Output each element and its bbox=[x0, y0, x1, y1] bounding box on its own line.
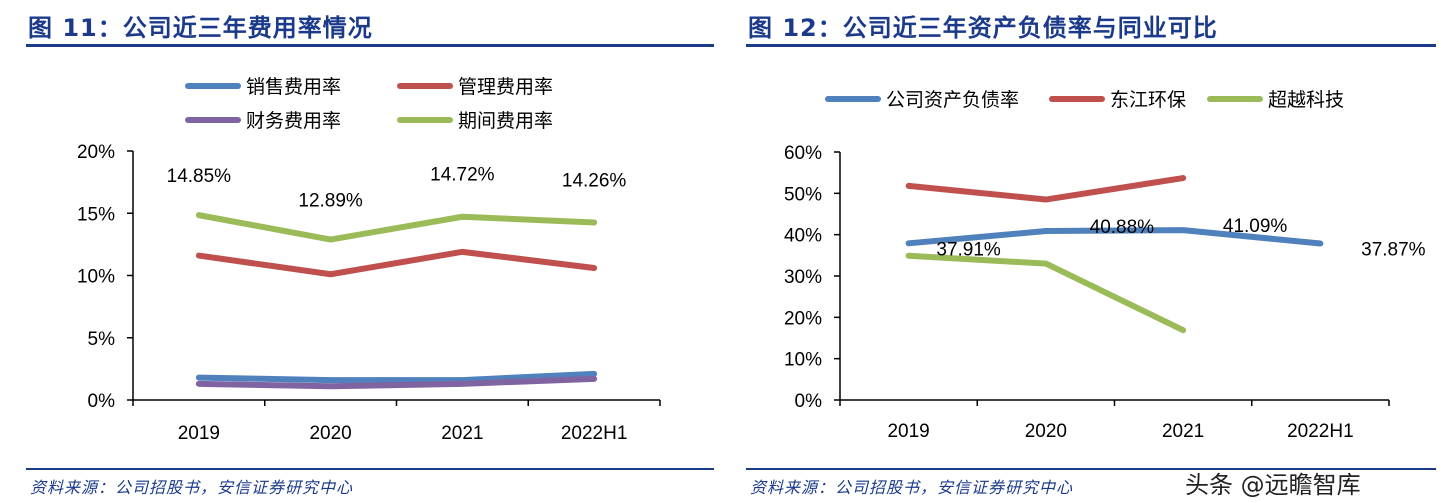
chart1-y-tick-label: 15% bbox=[77, 204, 115, 225]
chart2-data-label: 37.87% bbox=[1361, 239, 1426, 260]
right-source: 资料来源：公司招股书，安信证券研究中心 bbox=[750, 478, 1074, 497]
chart2-legend-label: 超越科技 bbox=[1268, 89, 1344, 111]
left-chart-title: 图 11：公司近三年费用率情况 bbox=[28, 14, 373, 42]
chart2-y-tick-label: 20% bbox=[784, 308, 822, 329]
chart2-y-tick-label: 60% bbox=[784, 143, 822, 164]
left-title-rule bbox=[26, 44, 714, 47]
chart1-data-label: 14.26% bbox=[562, 170, 627, 191]
chart1-data-label: 12.89% bbox=[298, 191, 363, 212]
chart1-legend-label: 管理费用率 bbox=[458, 76, 553, 98]
chart1-series-line bbox=[195, 375, 598, 390]
chart1-legend-label: 财务费用率 bbox=[246, 110, 341, 132]
chart1-series-line bbox=[195, 212, 598, 243]
chart2-y-tick-label: 40% bbox=[784, 226, 822, 247]
chart2-x-tick-label: 2022H1 bbox=[1287, 421, 1354, 442]
chart2-x-tick-label: 2020 bbox=[1025, 421, 1067, 442]
chart1-y-tick-label: 10% bbox=[77, 267, 115, 288]
chart1-legend-label: 销售费用率 bbox=[246, 76, 341, 98]
left-source-rule bbox=[26, 468, 714, 470]
right-title-rule bbox=[746, 44, 1436, 47]
chart2-y-tick-label: 30% bbox=[784, 267, 822, 288]
chart2-data-label: 37.91% bbox=[936, 239, 1001, 260]
chart2-legend-label: 东江环保 bbox=[1110, 89, 1186, 111]
chart1-data-label: 14.72% bbox=[430, 165, 495, 186]
left-source: 资料来源：公司招股书，安信证券研究中心 bbox=[30, 478, 354, 497]
chart2-series-line bbox=[905, 175, 1187, 203]
chart1-legend-label: 期间费用率 bbox=[458, 110, 553, 132]
chart2-data-label: 41.09% bbox=[1223, 216, 1288, 237]
chart1-y-tick-label: 5% bbox=[88, 329, 116, 350]
chart1-x-tick-label: 2021 bbox=[441, 423, 483, 444]
chart1-x-tick-label: 2019 bbox=[178, 423, 220, 444]
chart2-x-tick-label: 2019 bbox=[887, 421, 929, 442]
chart2-x-tick-label: 2021 bbox=[1162, 421, 1204, 442]
right-chart-title: 图 12：公司近三年资产负债率与同业可比 bbox=[748, 14, 1218, 42]
chart2-y-tick-label: 0% bbox=[795, 391, 823, 412]
chart2-y-tick-label: 50% bbox=[784, 184, 822, 205]
chart1-y-tick-label: 0% bbox=[88, 391, 116, 412]
chart2-legend-label: 公司资产负债率 bbox=[886, 89, 1019, 111]
chart1-y-tick-label: 20% bbox=[77, 142, 115, 163]
chart2-series-line bbox=[905, 252, 1187, 334]
chart1-x-tick-label: 2020 bbox=[309, 423, 351, 444]
chart1-x-tick-label: 2022H1 bbox=[561, 423, 628, 444]
chart1-series-line bbox=[195, 248, 598, 278]
chart2-data-label: 40.88% bbox=[1090, 217, 1155, 238]
chart1-data-label: 14.85% bbox=[167, 166, 232, 187]
chart1-series-line bbox=[195, 370, 598, 384]
chart2-series-line bbox=[905, 227, 1324, 247]
watermark: 头条 @远瞻智库 bbox=[1185, 471, 1361, 499]
right-source-rule bbox=[746, 468, 1436, 470]
chart2-y-tick-label: 10% bbox=[784, 350, 822, 371]
